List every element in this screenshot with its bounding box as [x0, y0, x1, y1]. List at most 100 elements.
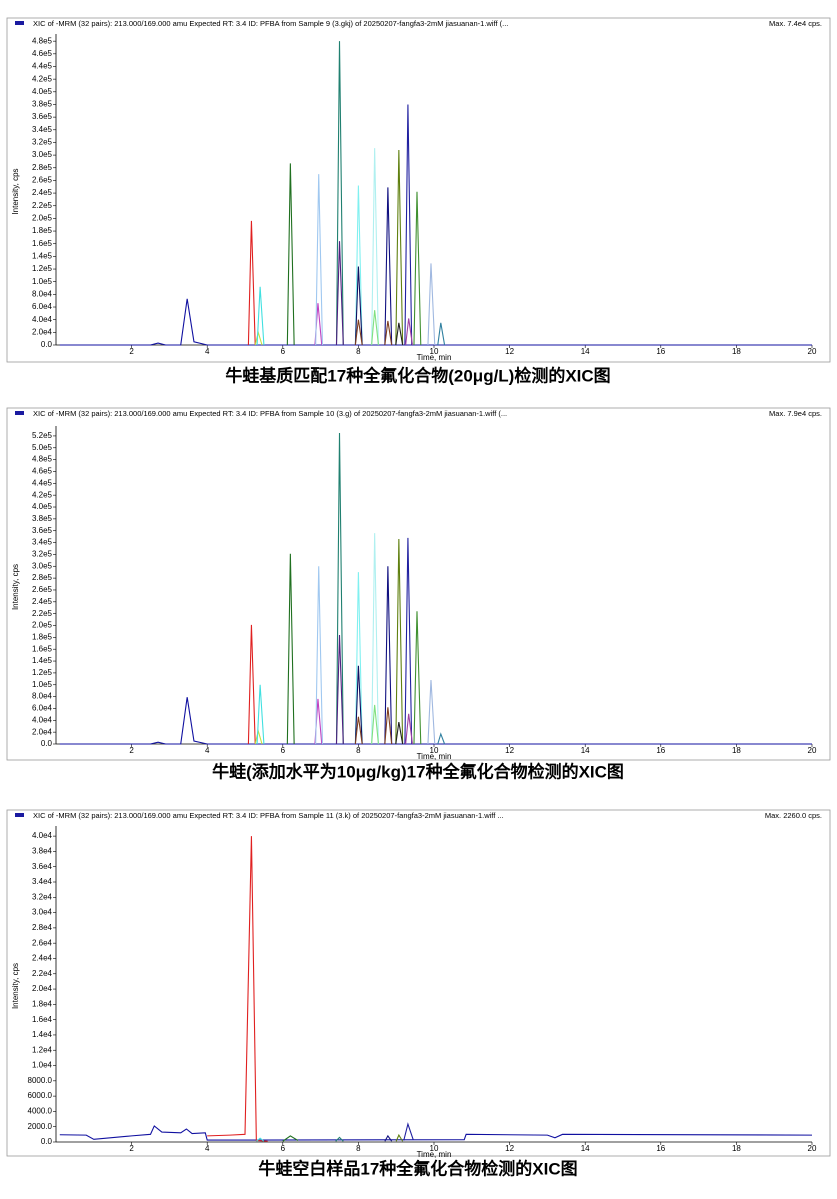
x-tick-label: 10 — [430, 1144, 439, 1153]
y-tick-label: 2.6e5 — [32, 585, 53, 594]
y-axis-label: Intensity, cps — [11, 564, 20, 610]
chromatogram-trace — [286, 553, 295, 745]
x-tick-label: 12 — [505, 347, 514, 356]
y-tick-label: 0.0 — [41, 1137, 53, 1146]
y-tick-label: 2.8e4 — [32, 923, 53, 932]
chromatogram-trace — [384, 1134, 393, 1142]
x-tick-label: 10 — [430, 347, 439, 356]
x-axis-label: Time, min — [417, 752, 452, 761]
x-tick-label: 18 — [732, 1144, 741, 1153]
y-tick-label: 4.0e5 — [32, 502, 53, 511]
y-tick-label: 3.6e5 — [32, 526, 53, 535]
chromatogram-trace — [335, 1136, 344, 1142]
y-axis-label: Intensity, cps — [11, 963, 20, 1009]
y-tick-label: 6.0e4 — [32, 704, 53, 713]
chromatogram-trace — [354, 185, 363, 346]
x-tick-label: 12 — [505, 1144, 514, 1153]
y-tick-label: 1.6e4 — [32, 1015, 53, 1024]
chromatogram-trace — [315, 174, 324, 346]
y-tick-label: 1.8e5 — [32, 226, 53, 235]
panel-header: XIC of -MRM (32 pairs): 213.000/169.000 … — [33, 19, 508, 28]
chromatogram-trace — [404, 104, 413, 346]
y-tick-label: 2.8e5 — [32, 163, 53, 172]
y-tick-label: 1.2e5 — [32, 668, 53, 677]
x-tick-label: 4 — [205, 347, 210, 356]
chromatogram-trace — [335, 41, 344, 346]
x-tick-label: 2 — [129, 746, 134, 755]
chromatogram-trace — [59, 697, 812, 745]
x-tick-label: 16 — [656, 746, 665, 755]
x-tick-label: 2 — [129, 347, 134, 356]
y-tick-label: 2.0e4 — [32, 984, 53, 993]
chromatogram-trace — [207, 836, 268, 1142]
y-tick-label: 2.2e5 — [32, 201, 53, 210]
y-tick-label: 2.0e4 — [32, 727, 53, 736]
y-tick-label: 3.2e5 — [32, 138, 53, 147]
y-tick-label: 6000.0 — [28, 1091, 53, 1100]
panel-frame — [6, 809, 831, 1157]
x-tick-label: 16 — [656, 347, 665, 356]
x-tick-label: 6 — [281, 1144, 286, 1153]
y-tick-label: 1.4e5 — [32, 251, 53, 260]
y-tick-label: 4.0e4 — [32, 831, 53, 840]
y-tick-label: 4.8e5 — [32, 455, 53, 464]
y-tick-label: 6.0e4 — [32, 302, 53, 311]
x-tick-label: 20 — [808, 746, 817, 755]
y-tick-label: 1.0e5 — [32, 680, 53, 689]
chromatogram-trace — [282, 1135, 299, 1142]
y-tick-label: 2.2e4 — [32, 969, 53, 978]
y-tick-label: 4.2e5 — [32, 74, 53, 83]
chromatogram-trace — [371, 533, 379, 745]
y-tick-label: 1.0e4 — [32, 1061, 53, 1070]
chromatogram-trace — [395, 150, 404, 346]
chromatogram-trace — [405, 713, 413, 745]
chromatogram-trace — [395, 538, 404, 745]
x-tick-label: 6 — [281, 746, 286, 755]
chromatogram-trace — [354, 572, 363, 745]
chromatogram-trace — [384, 566, 393, 745]
max-label: Max. 7.4e4 cps. — [769, 19, 822, 28]
x-tick-label: 2 — [129, 1144, 134, 1153]
x-tick-label: 8 — [356, 746, 361, 755]
x-tick-label: 18 — [732, 746, 741, 755]
panel-header: XIC of -MRM (32 pairs): 213.000/169.000 … — [33, 811, 504, 820]
y-axis-label: Intensity, cps — [11, 168, 20, 214]
y-tick-label: 4.0e4 — [32, 315, 53, 324]
y-tick-label: 3.6e4 — [32, 862, 53, 871]
x-tick-label: 10 — [430, 746, 439, 755]
x-tick-label: 20 — [808, 1144, 817, 1153]
x-tick-label: 4 — [205, 1144, 210, 1153]
y-tick-label: 8.0e4 — [32, 289, 53, 298]
y-tick-label: 4000.0 — [28, 1107, 53, 1116]
y-tick-label: 3.6e5 — [32, 112, 53, 121]
chromatogram-trace — [59, 298, 812, 346]
y-tick-label: 1.2e5 — [32, 264, 53, 273]
y-tick-label: 2.6e4 — [32, 938, 53, 947]
y-tick-label: 0.0 — [41, 340, 53, 349]
y-tick-label: 1.6e5 — [32, 239, 53, 248]
y-tick-label: 4.2e5 — [32, 490, 53, 499]
y-tick-label: 1.4e5 — [32, 656, 53, 665]
chromatogram-trace — [354, 716, 363, 745]
chromatogram-trace — [395, 322, 404, 346]
y-tick-label: 3.2e4 — [32, 892, 53, 901]
y-tick-label: 2.0e4 — [32, 327, 53, 336]
y-tick-label: 4.0e5 — [32, 87, 53, 96]
chromatogram-trace — [371, 148, 379, 346]
y-tick-label: 0.0 — [41, 739, 53, 748]
y-tick-label: 8000.0 — [28, 1076, 53, 1085]
x-tick-label: 14 — [581, 746, 590, 755]
x-tick-label: 8 — [356, 1144, 361, 1153]
y-tick-label: 4.8e5 — [32, 36, 53, 45]
chromatogram-trace — [384, 707, 393, 745]
chromatogram-trace — [315, 566, 324, 745]
chromatogram-trace — [354, 266, 363, 346]
chromatogram-trace — [354, 319, 363, 346]
y-tick-label: 2.2e5 — [32, 609, 53, 618]
header-icon — [15, 813, 24, 817]
x-axis-label: Time, min — [417, 1150, 452, 1159]
figure-caption: 牛蛙(添加水平为10μg/kg)17种全氟化合物检测的XIC图 — [212, 761, 624, 781]
chromatogram-trace — [335, 241, 344, 346]
x-tick-label: 16 — [656, 1144, 665, 1153]
